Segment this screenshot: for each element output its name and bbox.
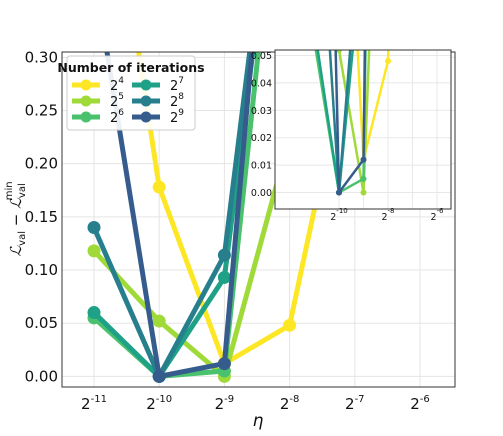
legend-marker (80, 111, 92, 123)
inset-data-point (360, 156, 367, 163)
inset-y-tick-label: 0.03 (251, 106, 272, 117)
x-axis-label: η (253, 411, 264, 431)
inset-series-line (337, 50, 371, 194)
data-point (283, 318, 297, 332)
main-plot-frame (61, 51, 456, 388)
inset-frame (274, 49, 452, 210)
x-tick-label: 2-7 (345, 394, 365, 413)
inset-data-point (360, 175, 367, 182)
legend-label: 28 (170, 92, 184, 110)
inset-data-point (312, 25, 318, 31)
legend-box (66, 55, 196, 131)
y-tick-label: 0.20 (25, 155, 58, 173)
legend-label: 24 (110, 76, 124, 94)
x-tick-label: 2-11 (81, 394, 107, 413)
series-2-pow-5 (87, 184, 279, 383)
y-tick-label: 0.00 (25, 367, 58, 385)
data-point (87, 244, 101, 258)
inset-x-tick-label: 2-6 (430, 207, 444, 223)
inset-data-point (336, 189, 342, 196)
inset-y-tick-label: 0.04 (251, 78, 272, 89)
legend-entry: 28 (132, 92, 184, 110)
inset-data-point (360, 189, 367, 196)
legend-entry: 25 (72, 92, 124, 110)
data-point (152, 180, 166, 194)
inset-y-tick-label: 0.05 (251, 51, 272, 62)
inset-series (312, 25, 391, 196)
legend-entry: 29 (132, 108, 184, 126)
inset-y-tick-label: 0.01 (251, 161, 272, 172)
x-tick-label: 2-9 (215, 394, 235, 413)
series-2-pow-9 (104, 52, 255, 383)
inset-series-2-pow-5 (336, 50, 371, 196)
legend-label: 26 (110, 108, 124, 126)
inset-data-point (336, 50, 342, 53)
legend-marker (80, 95, 92, 107)
inset-y-tick-labels: 0.00 0.01 0.02 0.03 0.04 0.05 (251, 51, 272, 199)
legend-marker (140, 111, 152, 123)
x-tick-label: 2-8 (280, 394, 300, 413)
data-point (87, 220, 101, 234)
series-line (91, 52, 253, 379)
data-point (217, 357, 231, 371)
data-point (152, 369, 166, 383)
legend-entry: 24 (72, 76, 124, 94)
x-tick-label: 2-10 (146, 394, 172, 413)
y-tick-label: 0.30 (25, 48, 58, 66)
data-point (217, 270, 231, 284)
legend-title: Number of iterations (57, 60, 204, 75)
legend-entry: 27 (132, 76, 184, 94)
y-tick-labels: 0.00 0.05 0.10 0.15 0.20 0.25 0.30 (25, 48, 58, 385)
data-point (217, 248, 231, 262)
inset-x-tick-labels: 2-10 2-8 2-6 (330, 207, 444, 223)
legend-marker (140, 79, 152, 91)
y-tick-label: 0.25 (25, 101, 58, 119)
y-tick-label: 0.10 (25, 261, 58, 279)
inset-y-tick-label: 0.02 (251, 133, 272, 144)
svg-text:ℒval − ℒvalmin: ℒval − ℒvalmin (4, 181, 28, 256)
legend-label: 27 (170, 76, 184, 94)
x-tick-labels: 2-11 2-10 2-9 2-8 2-7 2-6 (81, 394, 430, 413)
data-point (152, 314, 166, 328)
inset-y-tick-label: 0.00 (251, 188, 272, 199)
y-axis-label: ℒval − ℒvalmin (4, 181, 28, 256)
legend-marker (140, 95, 152, 107)
legend-label: 25 (110, 92, 124, 110)
data-point (87, 306, 101, 320)
inset-x-tick-label: 2-8 (381, 207, 394, 223)
inset-data-point (312, 39, 318, 45)
y-tick-label: 0.05 (25, 314, 58, 332)
legend-entry: 26 (72, 108, 124, 126)
legend-marker (80, 79, 92, 91)
y-tick-label: 0.15 (25, 208, 58, 226)
x-tick-label: 2-6 (410, 394, 430, 413)
series-line (104, 52, 255, 379)
series-line (92, 184, 279, 379)
inset-series-line (334, 50, 367, 194)
inset-series-line (316, 50, 354, 194)
inset-data-point (385, 57, 391, 64)
inset-x-tick-label: 2-10 (330, 207, 347, 223)
legend-label: 29 (170, 108, 184, 126)
inset-series-2-pow-9 (334, 50, 367, 196)
